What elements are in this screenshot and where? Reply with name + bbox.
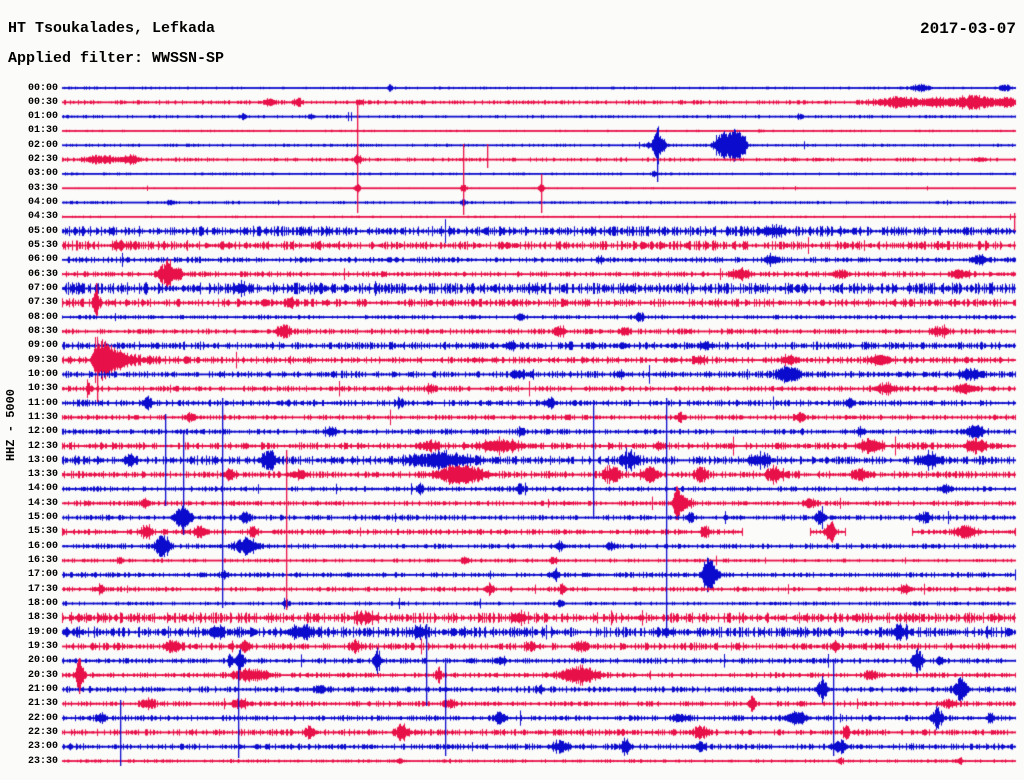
- time-label: 16:00: [27, 540, 58, 552]
- time-label: 12:00: [27, 426, 58, 438]
- time-label: 15:30: [27, 526, 58, 538]
- time-label: 22:00: [27, 712, 58, 724]
- time-label: 04:00: [27, 197, 58, 209]
- time-label: 18:30: [27, 612, 58, 624]
- time-label: 09:30: [27, 354, 58, 366]
- time-label: 19:00: [27, 626, 58, 638]
- time-label: 04:30: [27, 211, 58, 223]
- time-label: 08:30: [27, 325, 58, 337]
- time-label: 17:30: [27, 583, 58, 595]
- time-label: 01:30: [27, 125, 58, 137]
- time-label: 00:00: [27, 82, 58, 94]
- time-label: 07:00: [27, 282, 58, 294]
- time-label: 20:00: [27, 655, 58, 667]
- time-label: 22:30: [27, 726, 58, 738]
- time-label: 23:00: [27, 741, 58, 753]
- time-label: 20:30: [27, 669, 58, 681]
- time-label: 03:30: [27, 182, 58, 194]
- filter-label: Applied filter: WWSSN-SP: [8, 50, 225, 67]
- time-label: 11:00: [27, 397, 58, 409]
- time-label: 21:30: [27, 698, 58, 710]
- time-label: 00:30: [27, 96, 58, 108]
- time-label: 06:00: [27, 254, 58, 266]
- time-label: 13:30: [27, 469, 58, 481]
- time-label: 02:00: [27, 139, 58, 151]
- time-label: 07:30: [27, 297, 58, 309]
- time-label: 10:00: [27, 368, 58, 380]
- time-label: 01:00: [27, 111, 58, 123]
- station-title: HT Tsoukalades, Lefkada: [8, 20, 216, 37]
- time-label: 13:00: [27, 454, 58, 466]
- time-label: 05:30: [27, 240, 58, 252]
- time-label: 17:00: [27, 569, 58, 581]
- time-label: 11:30: [27, 411, 58, 423]
- time-label: 12:30: [27, 440, 58, 452]
- time-label: 10:30: [27, 383, 58, 395]
- time-label: 02:30: [27, 154, 58, 166]
- time-label: 05:00: [27, 225, 58, 237]
- time-label: 18:00: [27, 598, 58, 610]
- time-label: 06:30: [27, 268, 58, 280]
- time-label: 14:30: [27, 497, 58, 509]
- date-label: 2017-03-07: [919, 20, 1016, 38]
- time-label: 03:00: [27, 168, 58, 180]
- time-label: 14:00: [27, 483, 58, 495]
- time-label: 19:30: [27, 640, 58, 652]
- time-label: 08:00: [27, 311, 58, 323]
- time-label: 09:00: [27, 340, 58, 352]
- time-label: 15:00: [27, 512, 58, 524]
- time-label: 23:30: [27, 755, 58, 767]
- time-label: 21:00: [27, 683, 58, 695]
- time-label: 16:30: [27, 555, 58, 567]
